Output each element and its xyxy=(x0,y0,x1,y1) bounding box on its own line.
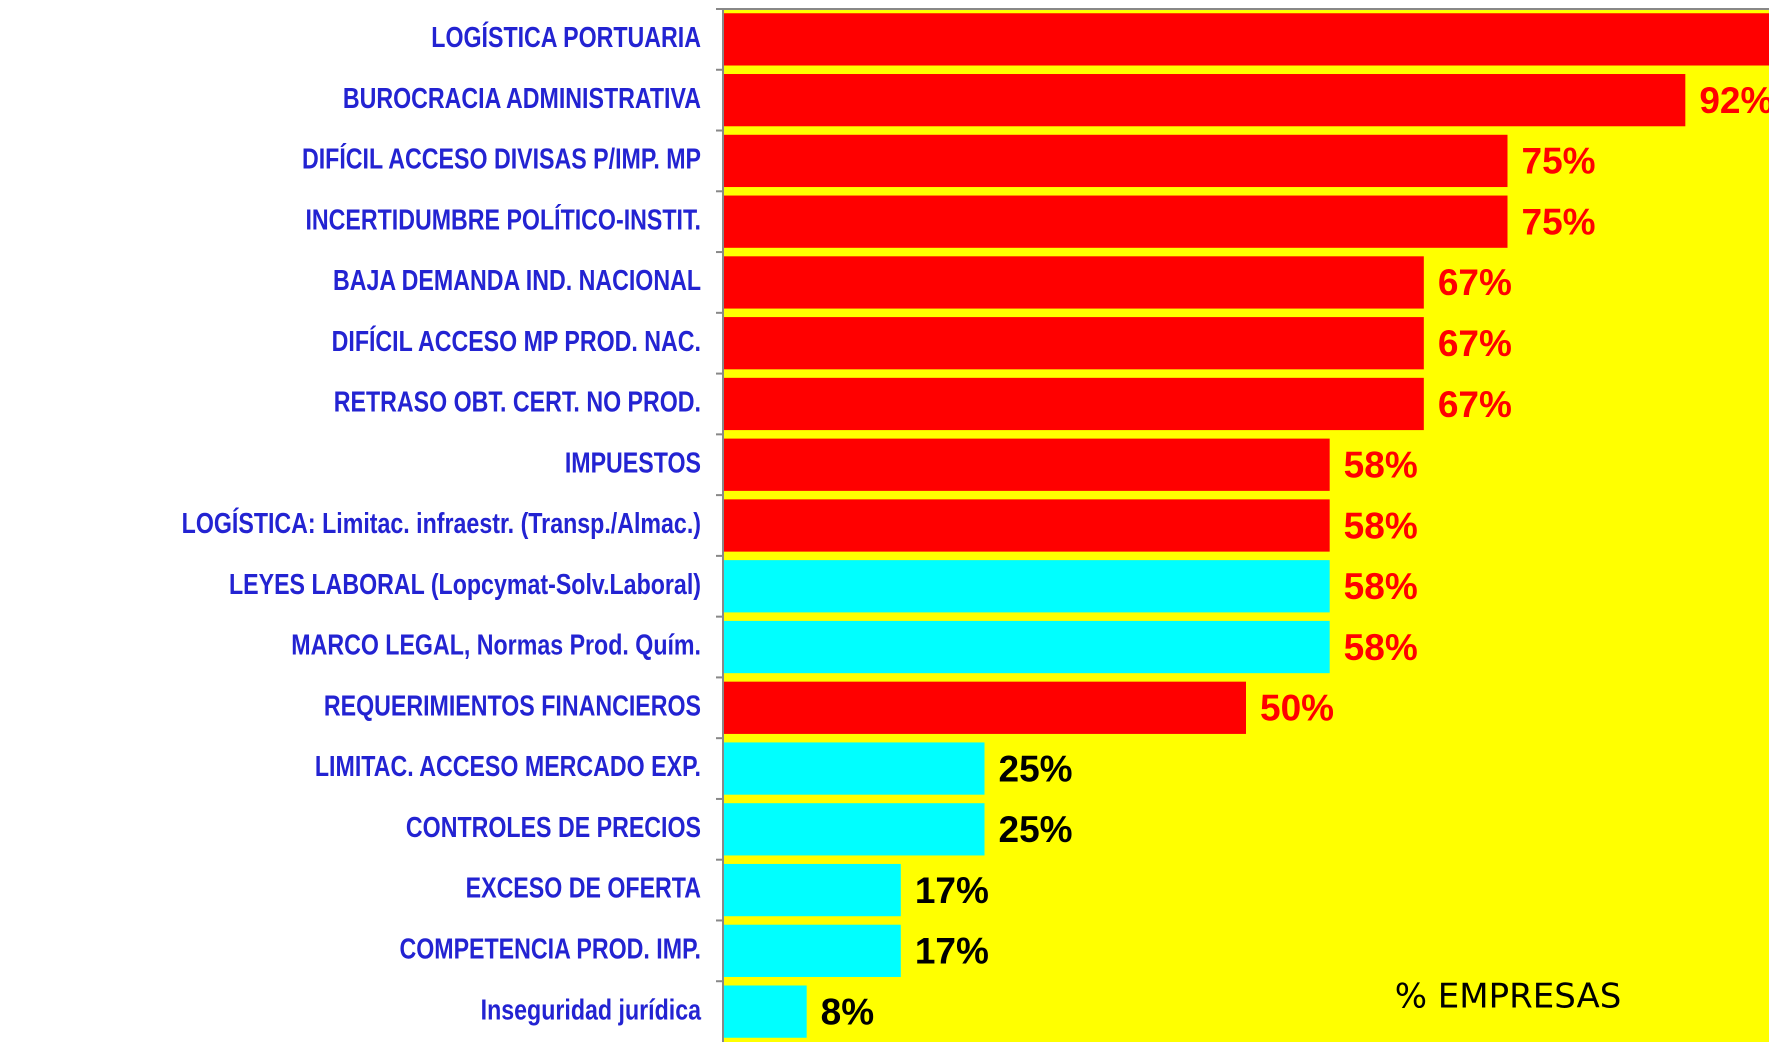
annotation: % EMPRESAS xyxy=(1395,977,1622,1017)
bar xyxy=(723,742,985,795)
bar xyxy=(723,195,1508,248)
bar xyxy=(723,134,1508,188)
y-tick-label: LOGÍSTICA PORTUARIA xyxy=(431,21,701,54)
bar xyxy=(723,620,1330,674)
y-tick-label: BUROCRACIA ADMINISTRATIVA xyxy=(343,81,701,114)
value-label: 50% xyxy=(1260,688,1334,729)
bar xyxy=(723,377,1424,431)
value-label: 25% xyxy=(999,809,1073,850)
y-tick-label: RETRASO OBT. CERT. NO PROD. xyxy=(334,385,701,418)
value-label: 92% xyxy=(1699,80,1769,121)
value-label: 58% xyxy=(1344,627,1418,668)
value-label: 67% xyxy=(1438,323,1512,364)
value-label: 75% xyxy=(1522,141,1596,182)
value-label: 75% xyxy=(1522,201,1596,242)
y-tick-label: BAJA DEMANDA IND. NACIONAL xyxy=(333,264,701,297)
y-tick-label: COMPETENCIA PROD. IMP. xyxy=(399,932,701,965)
bar xyxy=(723,681,1246,734)
value-label: 67% xyxy=(1438,384,1512,425)
value-label: 25% xyxy=(999,748,1073,789)
y-tick-label: LIMITAC. ACCESO MERCADO EXP. xyxy=(315,750,701,783)
bar xyxy=(723,985,807,1038)
bar xyxy=(723,924,901,977)
bar xyxy=(723,74,1686,127)
value-label: 17% xyxy=(915,931,989,972)
y-tick-label: MARCO LEGAL, Normas Prod. Quím. xyxy=(291,628,701,661)
y-tick-label: EXCESO DE OFERTA xyxy=(466,871,701,904)
value-label: 58% xyxy=(1344,566,1418,607)
value-label: 8% xyxy=(821,991,874,1032)
y-tick-label: Inseguridad jurídica xyxy=(481,993,702,1026)
y-tick-label: CONTROLES DE PRECIOS xyxy=(406,810,701,843)
y-tick-label: DIFÍCIL ACCESO MP PROD. NAC. xyxy=(332,324,701,357)
bar xyxy=(723,256,1424,309)
y-tick-label: IMPUESTOS xyxy=(565,446,701,479)
bar xyxy=(723,317,1424,370)
y-tick-label: DIFÍCIL ACCESO DIVISAS P/IMP. MP xyxy=(302,142,701,175)
plot-area: 100%92%75%75%67%67%67%58%58%58%58%50%25%… xyxy=(723,9,1769,1042)
bar xyxy=(723,560,1330,613)
y-tick-label: INCERTIDUMBRE POLÍTICO-INSTIT. xyxy=(305,203,701,236)
bar xyxy=(723,438,1330,491)
value-label: 67% xyxy=(1438,262,1512,303)
bar xyxy=(723,499,1330,552)
y-tick-label: LEYES LABORAL (Lopcymat-Solv.Laboral) xyxy=(229,567,701,600)
bar xyxy=(723,863,901,917)
y-tick-label: REQUERIMIENTOS FINANCIEROS xyxy=(324,689,701,722)
value-label: 58% xyxy=(1344,505,1418,546)
bar xyxy=(723,13,1769,66)
value-label: 17% xyxy=(915,870,989,911)
value-label: 58% xyxy=(1344,445,1418,486)
y-tick-label: LOGÍSTICA: Limitac. infraestr. (Transp./… xyxy=(182,507,701,540)
bar xyxy=(723,803,985,856)
